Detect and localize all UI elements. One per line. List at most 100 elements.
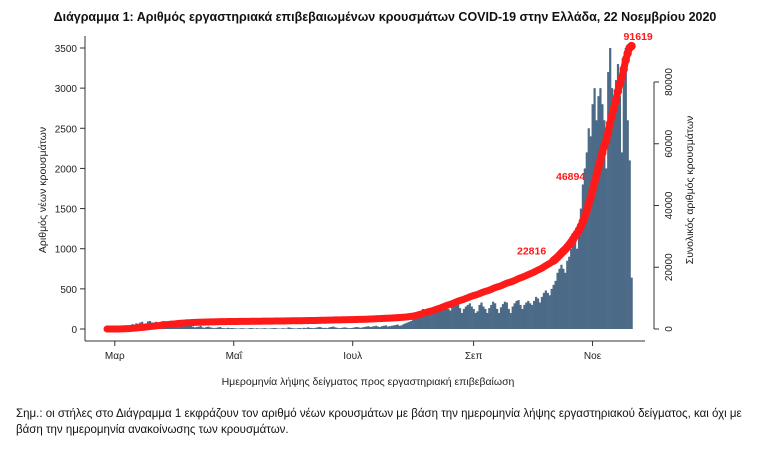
y2-tick-label: 0: [664, 326, 675, 332]
bar: [468, 303, 471, 329]
bar: [536, 298, 540, 329]
bar: [458, 308, 462, 329]
bar: [416, 314, 419, 329]
y-tick-label: 3500: [55, 44, 78, 55]
chart: 22816 46894 91619 0 500 1000 1500 2000 2500 3000…: [37, 31, 696, 388]
bar: [496, 308, 499, 329]
bar: [591, 104, 594, 329]
bar: [224, 328, 228, 329]
bar: [353, 327, 356, 329]
cumulative-point: [627, 41, 636, 51]
bar: [318, 326, 321, 329]
annotation-label: 22816: [517, 246, 546, 258]
bar: [408, 321, 411, 329]
x-tick-label: Σεπ: [465, 351, 483, 362]
bar: [314, 327, 317, 329]
bar: [597, 96, 600, 330]
bar: [603, 120, 606, 329]
bar: [306, 327, 310, 329]
chart-title: Διάγραμμα 1: Αριθμός εργαστηριακά επιβεβ…: [53, 10, 717, 24]
bar: [466, 304, 469, 329]
cumulative-point: [619, 65, 628, 74]
bar: [334, 327, 337, 329]
bar: [599, 88, 602, 330]
bar: [340, 328, 343, 329]
bar: [419, 311, 423, 329]
bar: [423, 309, 427, 329]
bar: [379, 326, 382, 329]
bar: [505, 302, 508, 329]
bar: [232, 328, 235, 329]
bar: [427, 312, 430, 329]
bar: [546, 292, 549, 329]
y2-axis-label: Συνολικός αριθμός κρουσμάτων: [684, 116, 696, 265]
bar: [404, 323, 407, 329]
bar: [308, 327, 311, 329]
bar: [595, 120, 598, 329]
bar: [542, 292, 545, 329]
bar: [525, 302, 528, 329]
bar: [217, 327, 220, 329]
cumulative-point: [613, 87, 623, 96]
bar: [614, 80, 618, 329]
bar: [519, 304, 522, 329]
bar: [351, 327, 354, 329]
bar: [369, 326, 372, 329]
bar: [359, 327, 362, 329]
bar: [566, 260, 569, 329]
cumulative-point: [603, 128, 613, 137]
bar: [392, 325, 395, 329]
bar: [570, 248, 573, 329]
bar: [568, 256, 571, 329]
bar: [533, 300, 536, 329]
bar: [361, 327, 364, 329]
cumulative-point: [590, 178, 599, 187]
bar: [421, 308, 425, 329]
bar: [437, 308, 440, 329]
bar: [228, 328, 232, 329]
bar: [338, 328, 341, 329]
bar: [441, 304, 444, 329]
y-tick-label: 2000: [55, 164, 78, 175]
annotation-label: 46894: [556, 171, 585, 183]
bar: [455, 301, 458, 329]
bar: [185, 324, 189, 329]
bar: [287, 327, 290, 329]
y-tick-label: 1000: [55, 245, 78, 256]
bar: [605, 168, 608, 329]
bar: [240, 328, 243, 329]
bar: [507, 308, 510, 329]
bar: [388, 326, 391, 329]
bar: [499, 307, 503, 329]
bar: [435, 306, 438, 329]
cumulative-point: [609, 104, 619, 113]
bar: [453, 304, 456, 329]
bar: [492, 301, 495, 329]
bar: [460, 312, 464, 329]
bar: [396, 324, 399, 329]
bar: [527, 300, 530, 329]
bar: [581, 184, 584, 329]
bar: [472, 308, 475, 329]
bar: [394, 324, 397, 329]
bar: [620, 152, 623, 329]
cumulative-point: [588, 186, 597, 195]
bar: [574, 232, 577, 329]
bar: [624, 48, 627, 329]
bar: [609, 48, 612, 329]
bar: [328, 327, 331, 329]
bar: [205, 326, 208, 329]
bar: [299, 328, 302, 329]
bar: [515, 300, 518, 329]
bar: [324, 327, 327, 329]
cumulative-point: [598, 148, 607, 158]
bar: [209, 327, 212, 329]
bar: [626, 120, 629, 329]
bar: [223, 328, 226, 329]
bar: [433, 308, 436, 329]
bar: [579, 208, 583, 329]
bar: [587, 128, 590, 329]
bar: [193, 327, 196, 329]
bar: [554, 280, 557, 329]
cumulative-point: [592, 171, 601, 180]
